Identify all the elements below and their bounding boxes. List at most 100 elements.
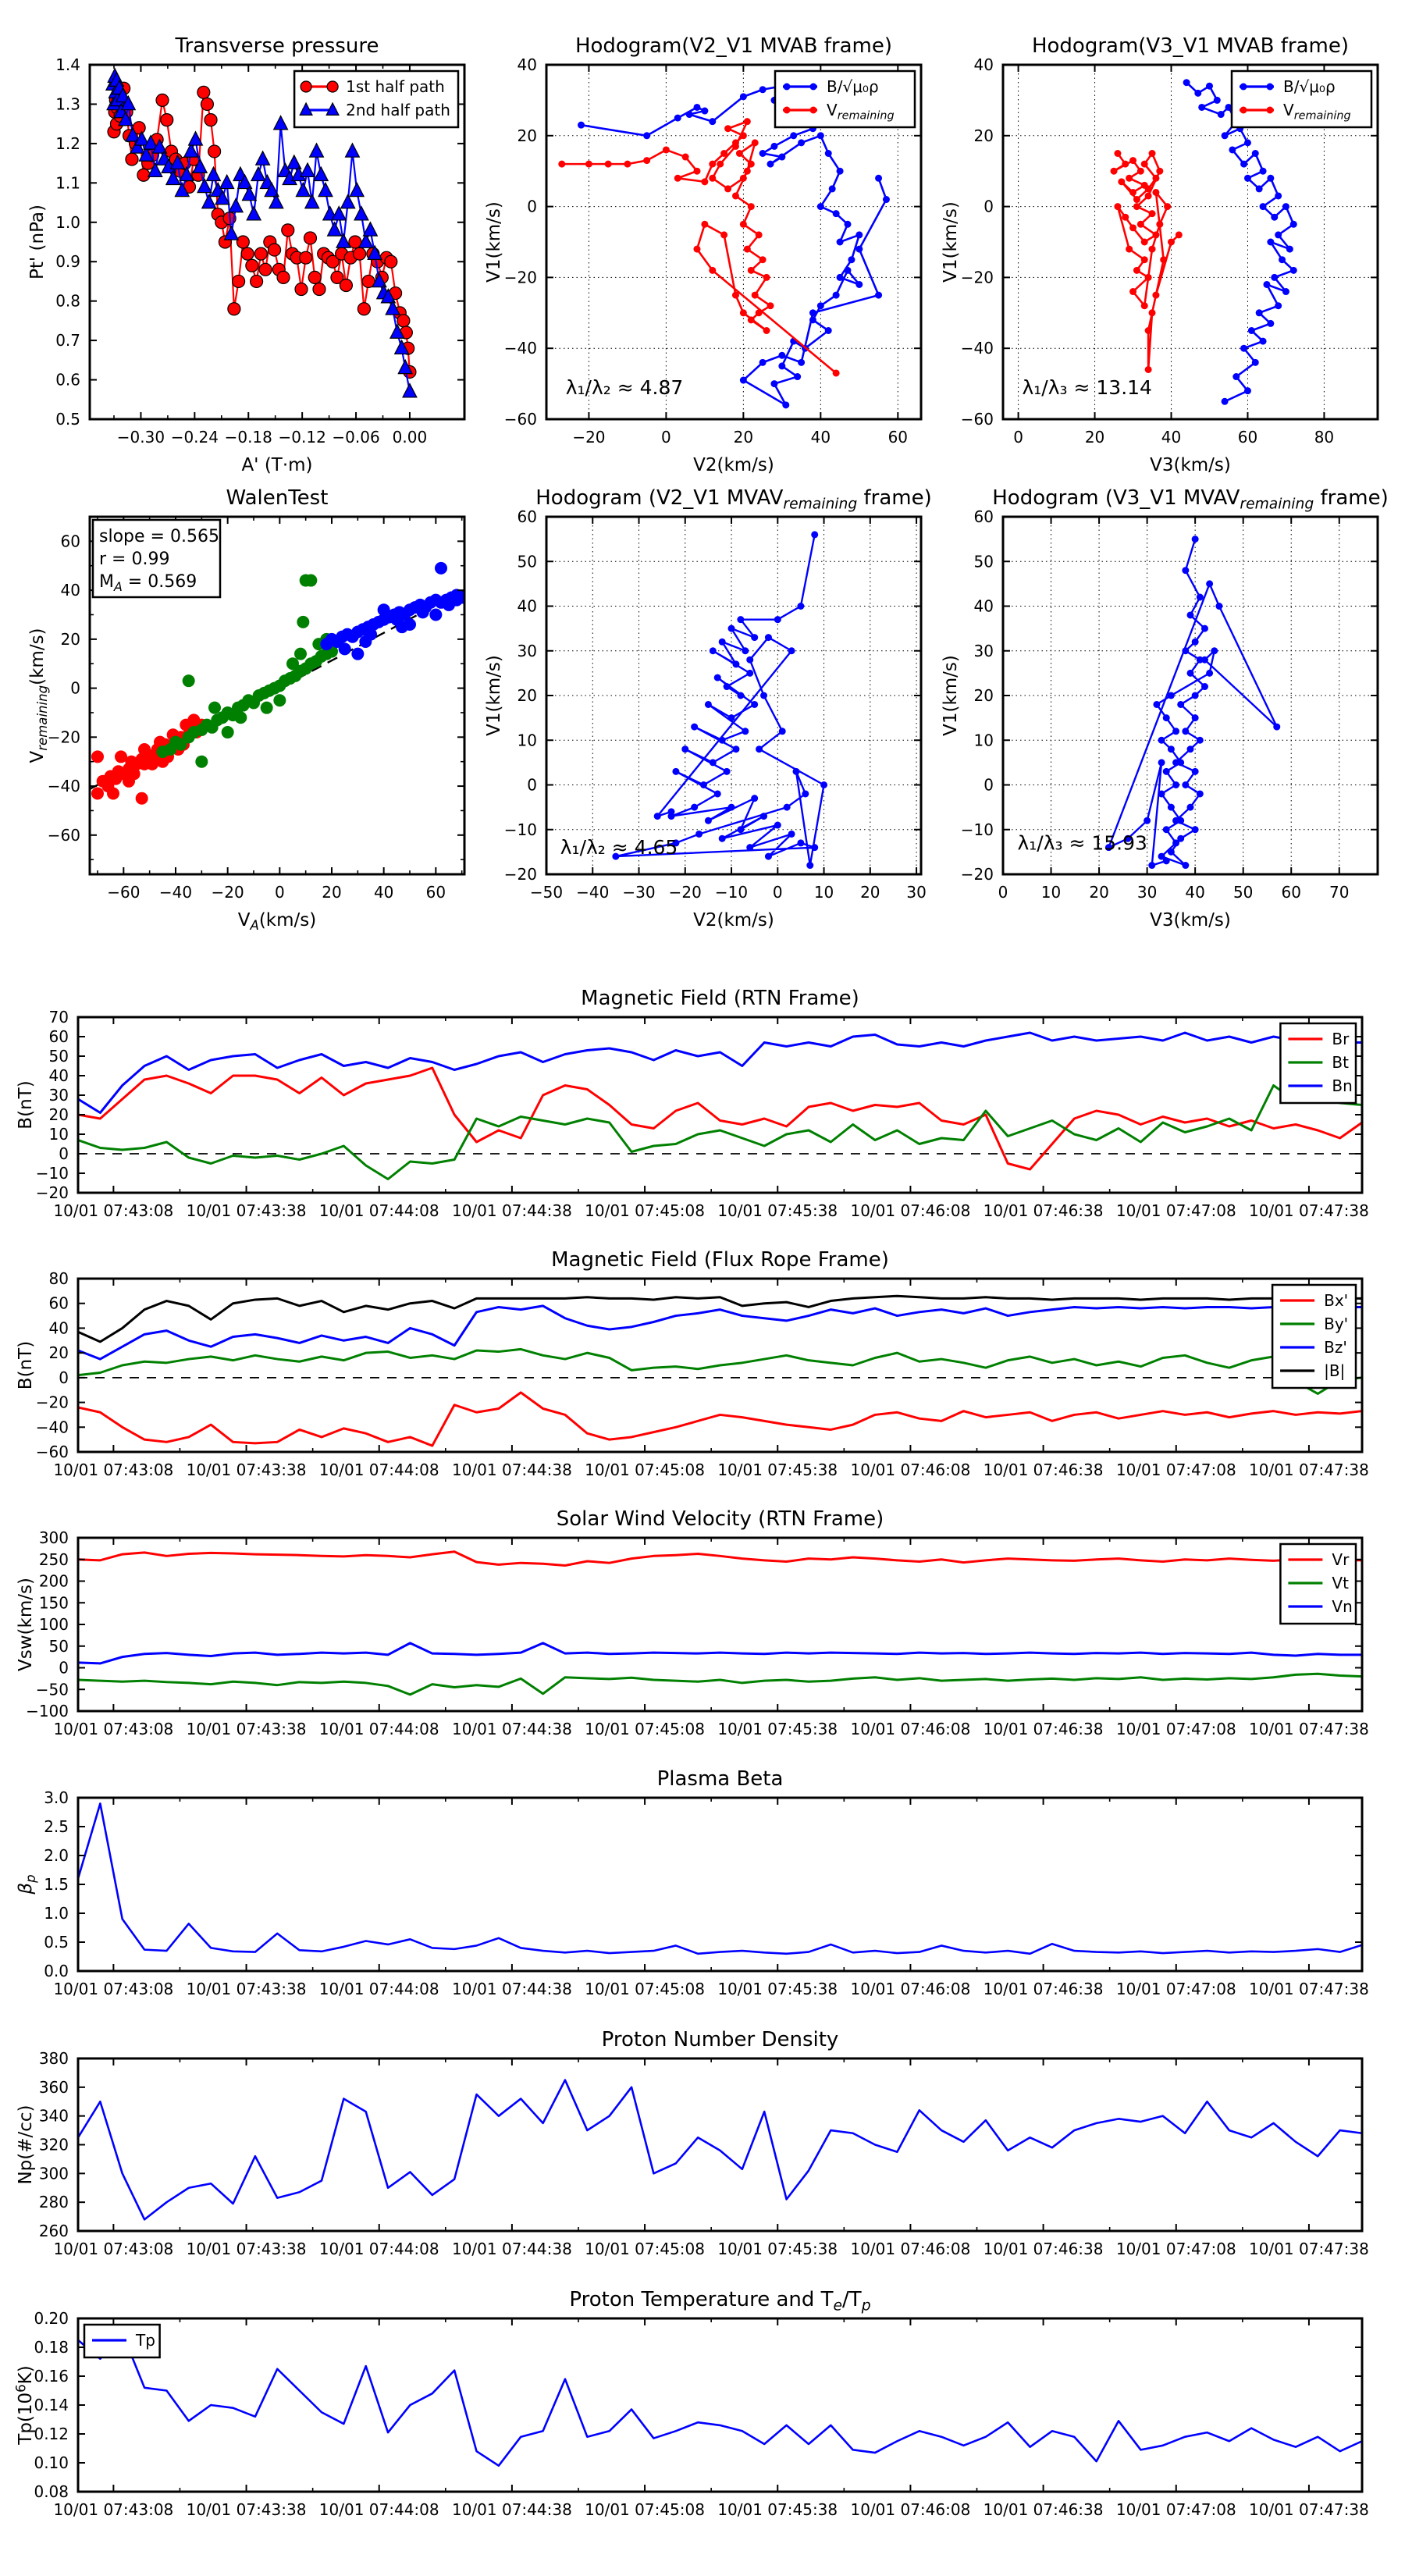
ticks: 10/01 07:43:08 10/01 07:43:38 10/01 07:44:…: [39, 2049, 1369, 2258]
ticks: 0 20 40 60 80 −60 −40 −20 0 20 40: [961, 55, 1378, 447]
dot-marker: [208, 701, 221, 714]
dot-marker: [832, 291, 840, 299]
y-tick-label: 0.10: [34, 2453, 69, 2472]
dot-marker: [778, 351, 786, 359]
dot-marker: [1133, 196, 1140, 204]
y-tick-label: 0.20: [34, 2309, 69, 2328]
y-tick-label: 360: [39, 2078, 69, 2097]
triangle-marker: [241, 185, 258, 201]
legend: Bx' By' Bz' |B|: [1271, 1283, 1357, 1389]
dot-marker: [429, 608, 443, 621]
dot-marker: [701, 107, 709, 115]
series-layer: [78, 2079, 1362, 2221]
circle-marker: [204, 113, 218, 127]
y-tick-label: 320: [39, 2136, 69, 2154]
legend-label: Bx': [1324, 1291, 1348, 1310]
x-tick-label: 10/01 07:45:38: [717, 2500, 838, 2519]
dot-marker: [747, 203, 755, 211]
grid: [546, 516, 921, 875]
triangle-marker: [393, 339, 410, 355]
triangle-marker: [215, 189, 230, 205]
triangle-marker: [228, 197, 244, 213]
series-2nd-half-path: [105, 67, 418, 398]
dot-marker: [578, 121, 585, 129]
axes-frame: [76, 1277, 1364, 1453]
y-tick-label: 80: [49, 1269, 69, 1288]
legend: 1st half path 2nd half path: [293, 69, 460, 129]
y-tick-label: 200: [39, 1572, 69, 1591]
dot-marker: [1148, 309, 1156, 317]
chart-title: Magnetic Field (Flux Rope Frame): [551, 1248, 889, 1272]
dot-marker: [709, 647, 717, 655]
legend-label: Bt: [1332, 1053, 1349, 1072]
dot-marker: [1263, 280, 1271, 288]
dot-marker: [1247, 327, 1255, 334]
y-tick-label: 60: [518, 507, 537, 526]
x-tick-label: 10/01 07:43:38: [187, 2500, 307, 2519]
dot-marker: [770, 380, 778, 388]
dot-marker: [359, 635, 372, 648]
series-last-third: [320, 561, 464, 660]
circle-marker: [258, 262, 272, 276]
circle-marker: [357, 302, 371, 316]
dot-marker: [1164, 203, 1172, 211]
x-tick-label: 10/01 07:43:08: [53, 2500, 173, 2519]
chart-title: Hodogram (V2_V1 MVAVremaining frame): [535, 486, 932, 513]
circle-marker: [197, 85, 211, 99]
dot-marker: [693, 167, 701, 175]
dot-marker: [351, 647, 365, 660]
dot-marker: [1196, 593, 1204, 601]
x-tick-label: 10/01 07:45:38: [717, 1201, 838, 1220]
triangle-marker: [120, 94, 137, 111]
x-tick-label: 10/01 07:47:38: [1249, 1461, 1369, 1479]
series-layer: [78, 1031, 1362, 1180]
dot-marker: [751, 700, 759, 708]
x-tick-label: −0.12: [279, 428, 326, 447]
axes-frame: [88, 63, 466, 421]
grid: [546, 64, 921, 420]
y-tick-label: 20: [518, 126, 537, 145]
dot-marker: [1156, 220, 1164, 228]
x-tick-label: 10/01 07:47:08: [1116, 1980, 1236, 1998]
x-tick-label: 20: [734, 428, 753, 447]
x-tick-label: 10/01 07:47:08: [1116, 1201, 1236, 1220]
ticks: 10/01 07:43:08 10/01 07:43:38 10/01 07:44:…: [26, 1528, 1369, 1738]
y-tick-label: 280: [39, 2193, 69, 2211]
y-axis-label: V1(km/s): [484, 201, 504, 283]
y-tick-label: 2.0: [44, 1846, 69, 1865]
triangle-marker: [264, 181, 280, 197]
ticks: −50 −40 −30 −20 −10 0 10 20 30 −20 −10 0 10 20 30 40 50 6…: [504, 507, 927, 902]
legend-label: 2nd half path: [346, 101, 450, 119]
dot-marker: [435, 561, 447, 575]
dot-marker: [1126, 174, 1133, 182]
dot-marker: [832, 210, 840, 218]
x-tick-label: −30: [622, 883, 655, 902]
dot-marker: [1267, 319, 1275, 327]
triangle-marker: [237, 173, 253, 190]
eigenvalue-annotation: λ₁/λ₃ ≈ 13.14: [1022, 376, 1151, 399]
dot-marker: [732, 660, 740, 668]
series-V-remaining: [612, 531, 828, 870]
series-V-remaining: [1110, 150, 1183, 373]
dot-marker: [731, 192, 739, 200]
series-Bt: [78, 1084, 1362, 1180]
dot-marker: [1126, 245, 1133, 253]
dot-marker: [1267, 174, 1275, 182]
triangle-marker: [201, 194, 217, 209]
y-tick-label: 0.16: [34, 2367, 69, 2386]
dot-marker: [585, 160, 592, 168]
triangle-marker: [138, 146, 155, 162]
dot-marker: [1200, 624, 1208, 632]
y-tick-label: 0: [59, 1144, 69, 1163]
y-tick-label: −60: [961, 410, 994, 429]
dot-marker: [848, 256, 855, 264]
y-axis-label: V1(km/s): [941, 201, 961, 283]
dot-marker: [1172, 839, 1180, 847]
dot-marker: [695, 830, 703, 838]
y-tick-label: 70: [49, 1008, 69, 1026]
ticks: −0.30 −0.24 −0.18 −0.12 −0.06 0.00 0.5 0.6 0.7 0.…: [55, 55, 464, 447]
dot-marker: [792, 767, 800, 775]
triangle-marker: [169, 154, 186, 169]
y-tick-label: 20: [49, 1343, 69, 1362]
x-tick-label: 10/01 07:43:38: [187, 1720, 307, 1738]
